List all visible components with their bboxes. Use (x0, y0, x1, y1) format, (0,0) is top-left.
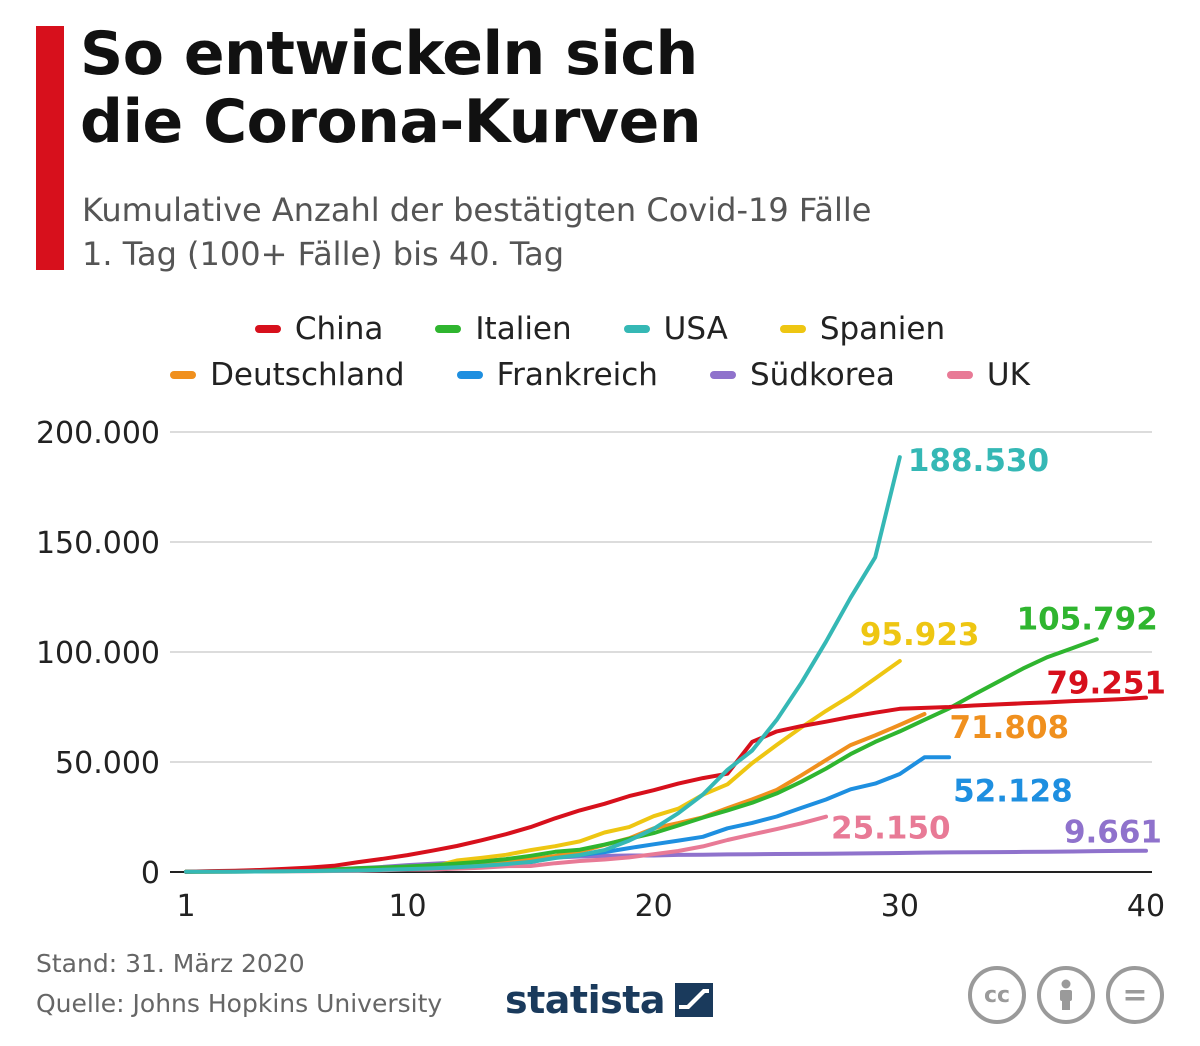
legend-label-usa: USA (663, 311, 728, 347)
x-tick-label-2: 20 (635, 889, 673, 924)
legend-label-spanien: Spanien (819, 311, 946, 347)
x-tick-label-1: 10 (388, 889, 426, 924)
x-tick-label-0: 1 (176, 889, 195, 924)
x-tick-label-4: 40 (1127, 889, 1165, 924)
y-tick-label-1: 50.000 (55, 746, 160, 781)
grid (170, 431, 1152, 873)
legend-swatch-frankreich (456, 371, 483, 379)
attribution-icon[interactable] (1037, 966, 1095, 1024)
legend-swatch-italien (435, 325, 462, 333)
series-line-china (184, 695, 1148, 874)
legend-label-frankreich: Frankreich (496, 357, 658, 393)
footer: Stand: 31. März 2020 Quelle: Johns Hopki… (36, 944, 442, 1024)
series-line-usa (184, 455, 902, 874)
title-line-2: die Corona-Kurven (80, 87, 702, 157)
legend-item-uk: UK (946, 357, 1030, 393)
legend-swatch-spanien (779, 325, 806, 333)
legend-label-china: China (294, 311, 384, 347)
end-label-suedkorea: 9.661 (1064, 815, 1162, 851)
legend-swatch-uk (946, 371, 973, 379)
legend-swatch-suedkorea (709, 371, 736, 379)
legend-row-1: China Italien USA Spanien (0, 306, 1200, 352)
accent-bar (36, 26, 64, 270)
legend-item-frankreich: Frankreich (456, 357, 658, 393)
series (184, 455, 1148, 874)
legend-swatch-deutschland (170, 371, 197, 379)
legend-label-uk: UK (986, 357, 1030, 393)
end-label-china: 79.251 (1046, 666, 1166, 702)
y-tick-label-4: 200.000 (36, 416, 160, 451)
x-axis-ticks: 1 10 20 30 40 (176, 889, 1165, 924)
legend-item-suedkorea: Südkorea (709, 357, 895, 393)
subtitle-line-1: Kumulative Anzahl der bestätigten Covid-… (82, 191, 872, 229)
legend-item-china: China (254, 311, 384, 347)
statista-logo-icon (675, 983, 714, 1017)
end-label-uk: 25.150 (831, 811, 951, 847)
line-chart: 0 50.000 100.000 150.000 200.000 1 10 20 30 40 9… (36, 416, 1166, 924)
end-label-frankreich: 52.128 (953, 773, 1073, 809)
legend-label-italien: Italien (475, 311, 572, 347)
title-line-1: So entwickeln sich (80, 19, 698, 89)
legend-label-deutschland: Deutschland (210, 357, 405, 393)
y-tick-label-3: 150.000 (36, 526, 160, 561)
legend-item-deutschland: Deutschland (170, 357, 405, 393)
legend-item-spanien: Spanien (779, 311, 946, 347)
y-tick-label-2: 100.000 (36, 636, 160, 671)
license-badges: cc = (968, 966, 1175, 1024)
end-label-deutschland: 71.808 (949, 710, 1069, 746)
legend-item-italien: Italien (435, 311, 572, 347)
chart-subtitle: Kumulative Anzahl der bestätigten Covid-… (82, 188, 871, 276)
legend-label-suedkorea: Südkorea (749, 357, 895, 393)
legend-item-usa: USA (623, 311, 728, 347)
person-icon (1060, 979, 1072, 1010)
legend-row-2: Deutschland Frankreich Südkorea UK (0, 352, 1200, 398)
statista-brand[interactable]: statista (505, 978, 714, 1022)
x-tick-label-3: 30 (881, 889, 919, 924)
y-axis-ticks: 0 50.000 100.000 150.000 200.000 (36, 416, 160, 891)
no-derivatives-icon[interactable]: = (1106, 966, 1164, 1024)
no-derivatives-icon-text: = (1122, 977, 1148, 1013)
footer-stand: Stand: 31. März 2020 (36, 949, 305, 978)
end-label-italien: 105.792 (1017, 601, 1158, 637)
cc-icon[interactable]: cc (968, 966, 1026, 1024)
legend-swatch-usa (623, 325, 650, 333)
y-tick-label-0: 0 (141, 856, 160, 891)
cc-icon-text: cc (983, 982, 1011, 1008)
legend-swatch-china (254, 325, 281, 333)
legend: China Italien USA Spanien Deutschland Fr… (0, 306, 1200, 398)
chart-title: So entwickeln sich die Corona-Kurven (80, 19, 702, 157)
subtitle-line-2: 1. Tag (100+ Fälle) bis 40. Tag (82, 235, 565, 273)
end-label-usa: 188.530 (908, 443, 1049, 479)
footer-source: Quelle: Johns Hopkins University (36, 989, 443, 1018)
statista-wordmark: statista (505, 978, 666, 1022)
end-label-spanien: 95.923 (860, 617, 980, 653)
